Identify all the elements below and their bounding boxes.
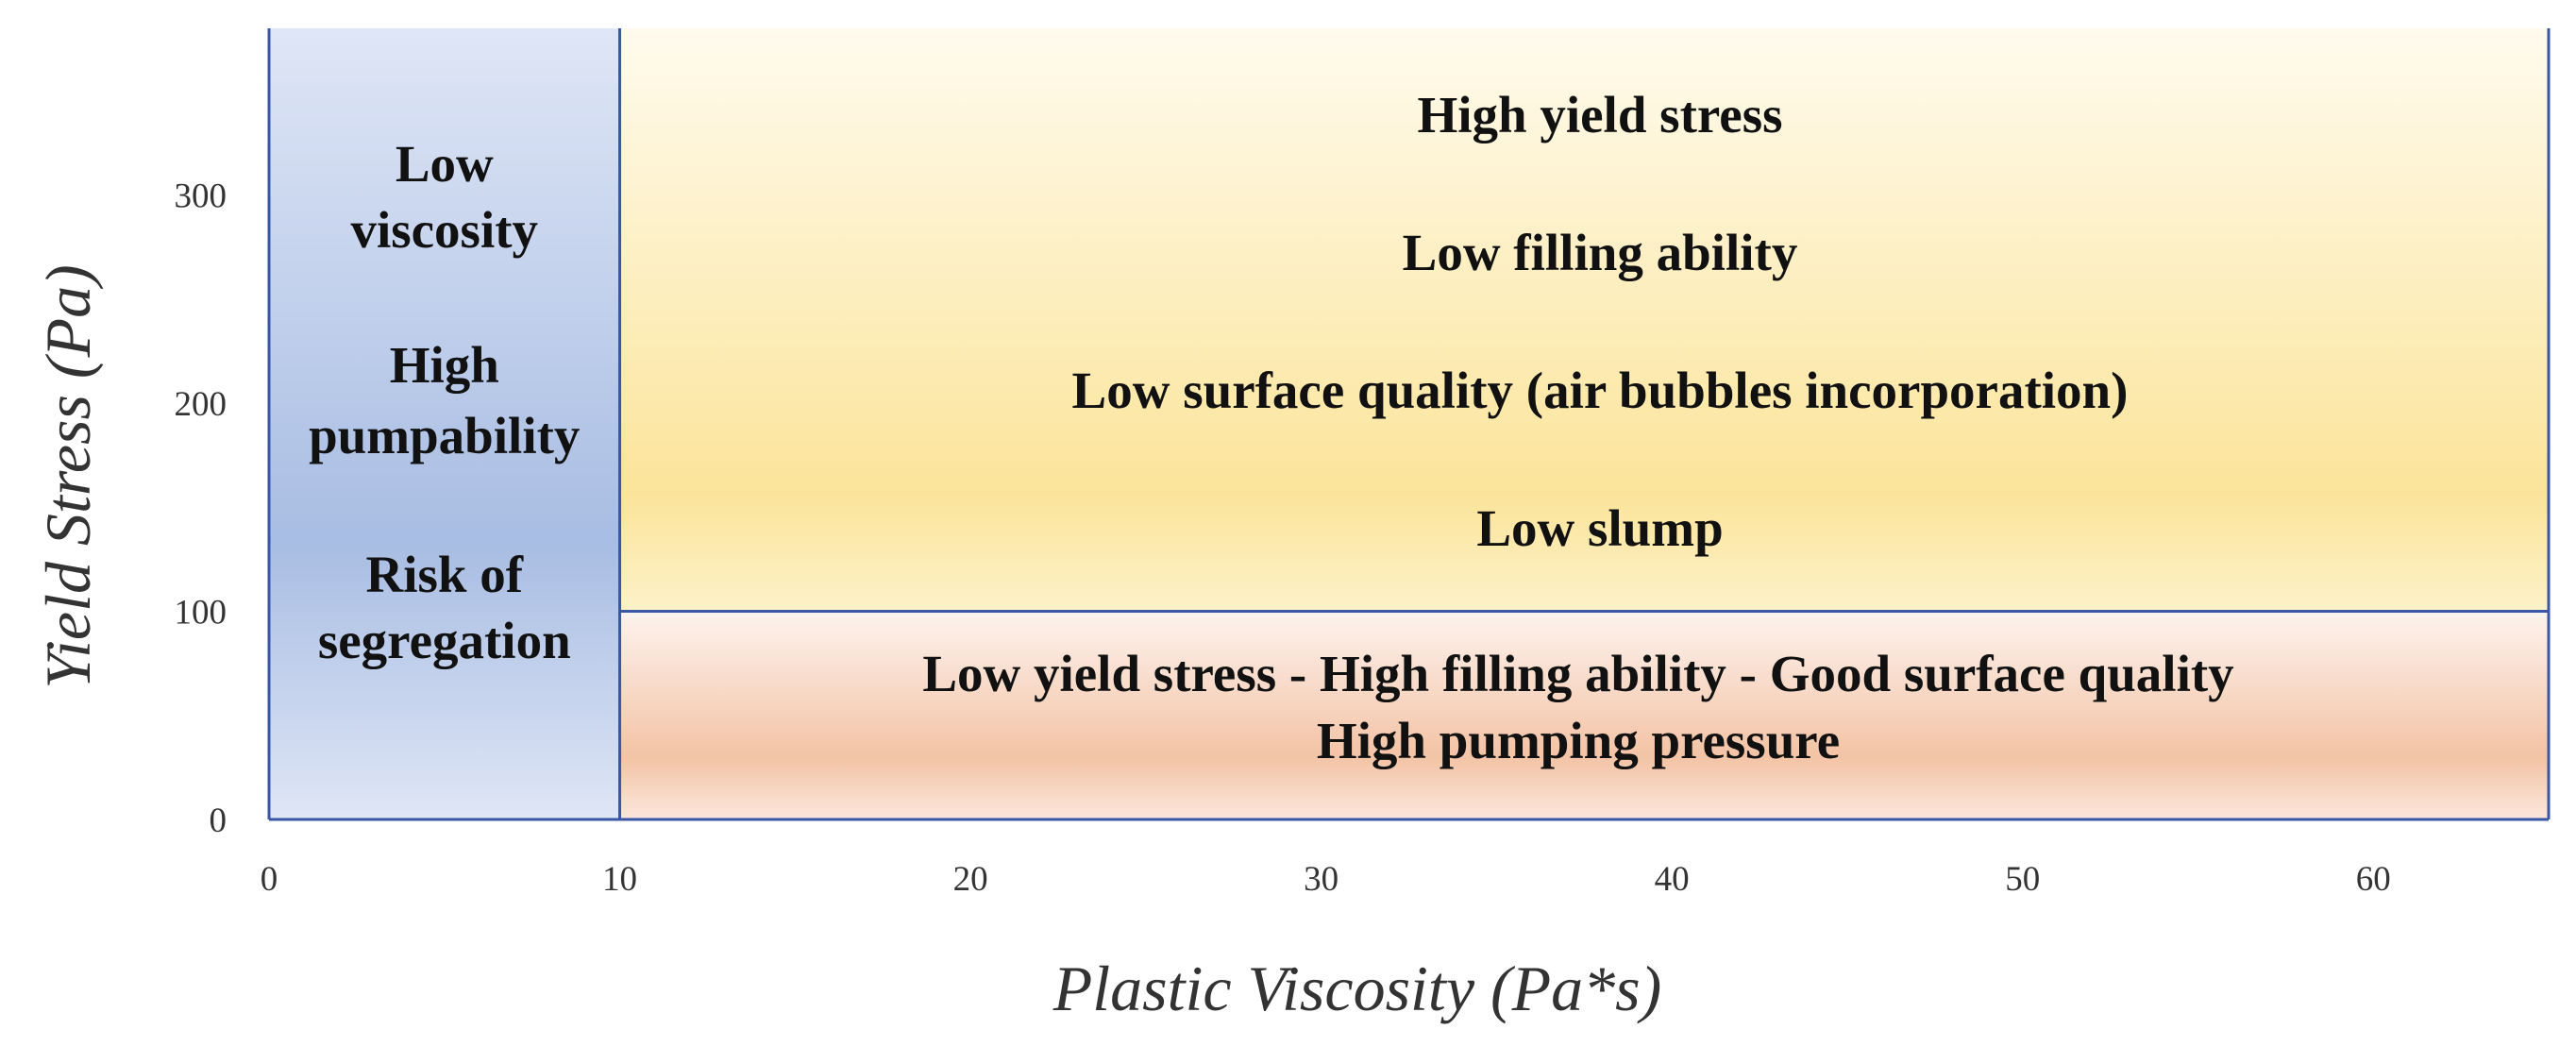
x-tick-label: 0 — [261, 860, 278, 899]
low-viscosity-label-2: High — [390, 336, 499, 394]
high-yield-stress-region — [619, 28, 2549, 612]
y-tick-label: 0 — [210, 801, 227, 840]
low-viscosity-label-0: Low — [396, 135, 494, 193]
low-yield-stress-label-1: High pumping pressure — [1317, 712, 1840, 769]
x-tick-label: 10 — [602, 860, 637, 899]
low-viscosity-label-3: pumpability — [309, 407, 580, 464]
plot-regions — [269, 28, 2549, 819]
x-tick-label: 30 — [1304, 860, 1339, 899]
y-tick-label: 200 — [175, 385, 227, 424]
low-yield-stress-region — [619, 611, 2549, 819]
x-tick-label: 50 — [2005, 860, 2040, 899]
low-viscosity-label-5: segregation — [318, 612, 571, 669]
low-viscosity-label-4: Risk of — [365, 546, 523, 603]
region-borders — [267, 28, 2551, 821]
y-tick-label: 300 — [175, 177, 227, 215]
y-axis-title: Yield Stress (Pa) — [32, 264, 104, 689]
y-axis-ticks: 0 100 200 300 — [175, 177, 227, 840]
region-labels: Low viscosity High pumpability Risk of segreg… — [309, 86, 2234, 769]
high-yield-stress-label-0: High yield stress — [1417, 86, 1782, 143]
high-yield-stress-label-2: Low surface quality (air bubbles incorpo… — [1072, 362, 2129, 419]
x-axis-title: Plastic Viscosity (Pa*s) — [1052, 953, 1662, 1024]
low-yield-stress-label-0: Low yield stress - High filling ability … — [922, 645, 2233, 702]
y-tick-label: 100 — [175, 593, 227, 632]
high-yield-stress-label-3: Low slump — [1476, 499, 1723, 557]
x-axis-ticks: 0 10 20 30 40 50 60 — [261, 860, 2391, 899]
high-yield-stress-label-1: Low filling ability — [1403, 224, 1798, 281]
low-viscosity-region — [269, 28, 620, 819]
x-tick-label: 20 — [953, 860, 988, 899]
x-tick-label: 40 — [1655, 860, 1690, 899]
low-viscosity-label-1: viscosity — [350, 201, 538, 259]
x-tick-label: 60 — [2356, 860, 2391, 899]
